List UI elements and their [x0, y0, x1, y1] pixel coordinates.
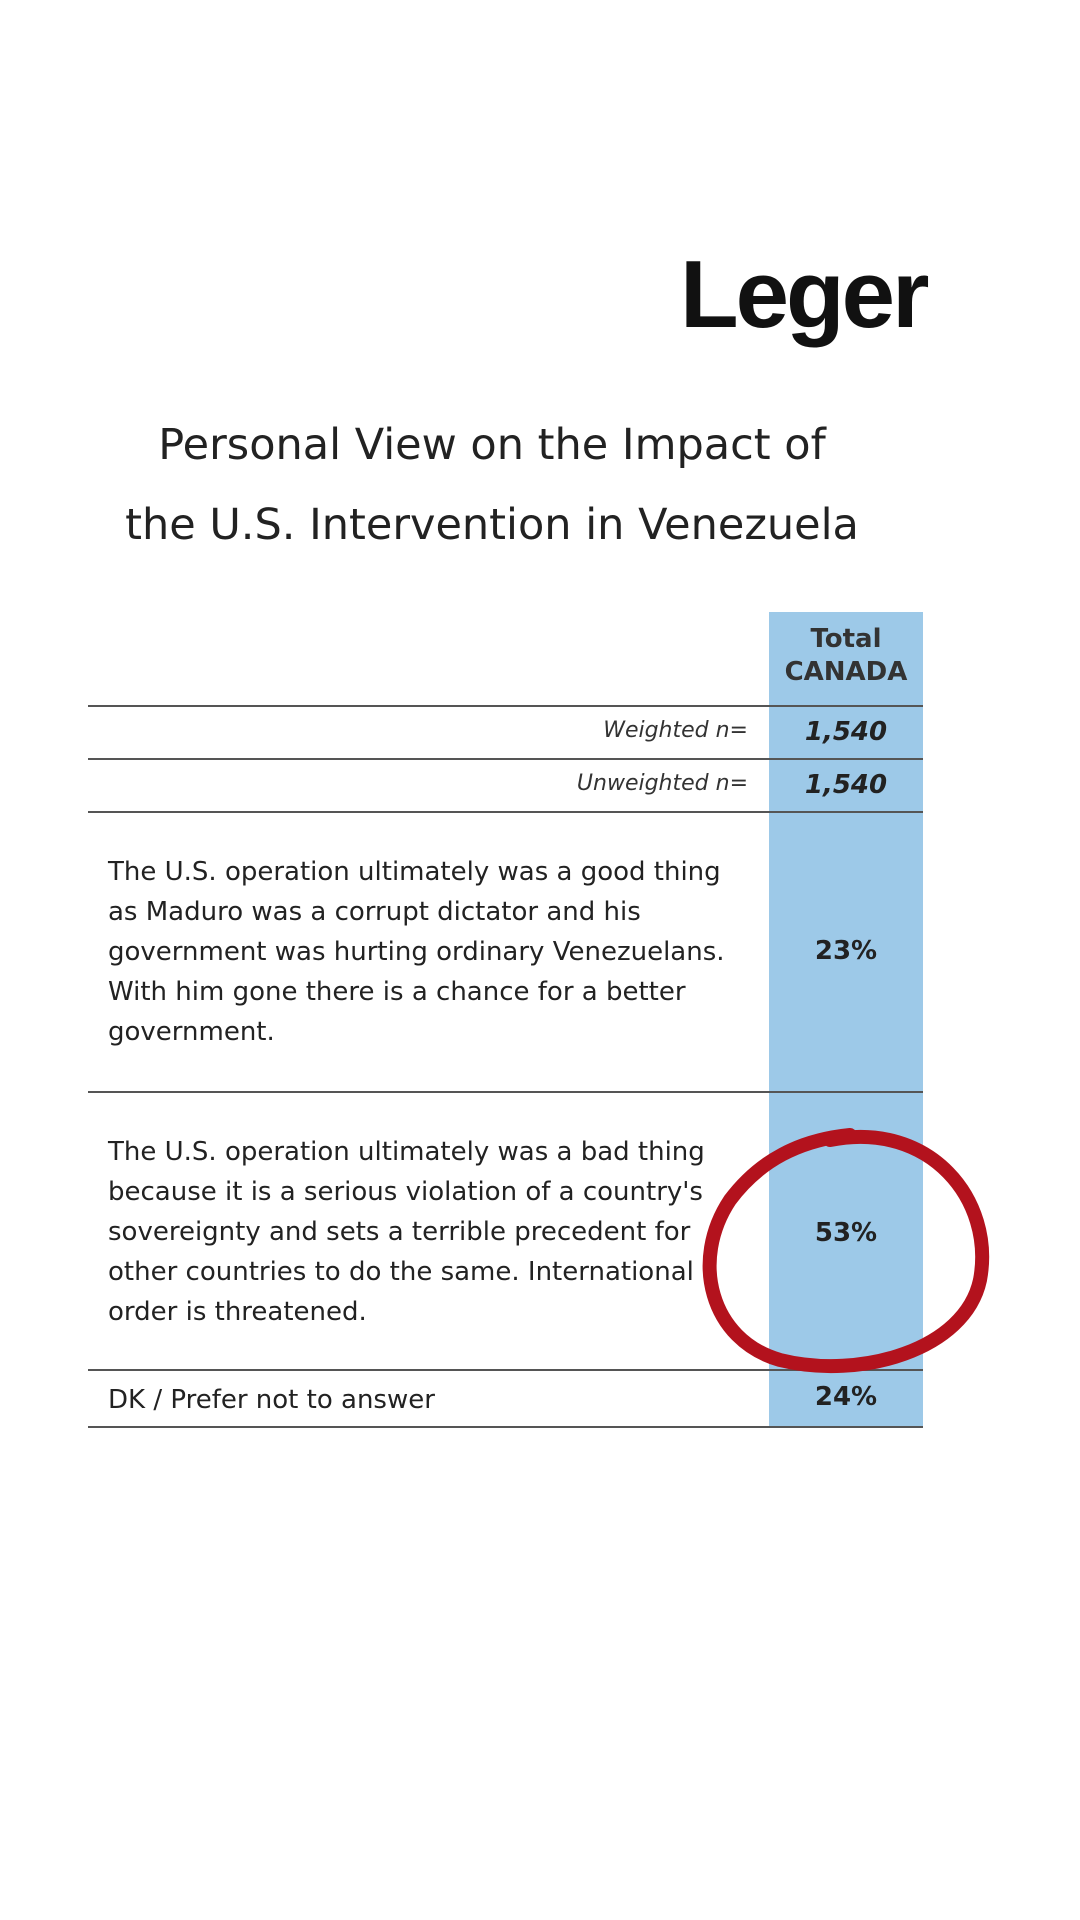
row-rule	[88, 705, 923, 707]
logo: Leger	[680, 241, 929, 348]
row-label: The U.S. operation ultimately was a bad …	[108, 1137, 705, 1327]
hand-drawn-circle	[702, 1128, 990, 1373]
row-rule	[88, 1091, 923, 1093]
row-rule	[88, 758, 923, 760]
title-line: Personal View on the Impact of	[158, 420, 826, 470]
row-rule	[88, 811, 923, 813]
cell-value: 1,540	[804, 717, 888, 747]
highlight-column	[769, 612, 923, 1426]
row-label: Unweighted n=	[576, 771, 748, 796]
cell-value: 23%	[814, 936, 878, 966]
row-rule	[88, 1369, 923, 1371]
cell-value: 53%	[814, 1218, 878, 1248]
column-header: Total	[810, 624, 882, 654]
cell-value: 24%	[814, 1382, 878, 1412]
row-label: The U.S. operation ultimately was a good…	[108, 857, 725, 1047]
cell-value: 1,540	[804, 770, 888, 800]
row-label: Weighted n=	[603, 718, 748, 743]
title-line: the U.S. Intervention in Venezuela	[125, 500, 859, 550]
row-label: DK / Prefer not to answer	[108, 1385, 435, 1415]
column-header: CANADA	[784, 657, 908, 687]
row-rule	[88, 1426, 923, 1428]
